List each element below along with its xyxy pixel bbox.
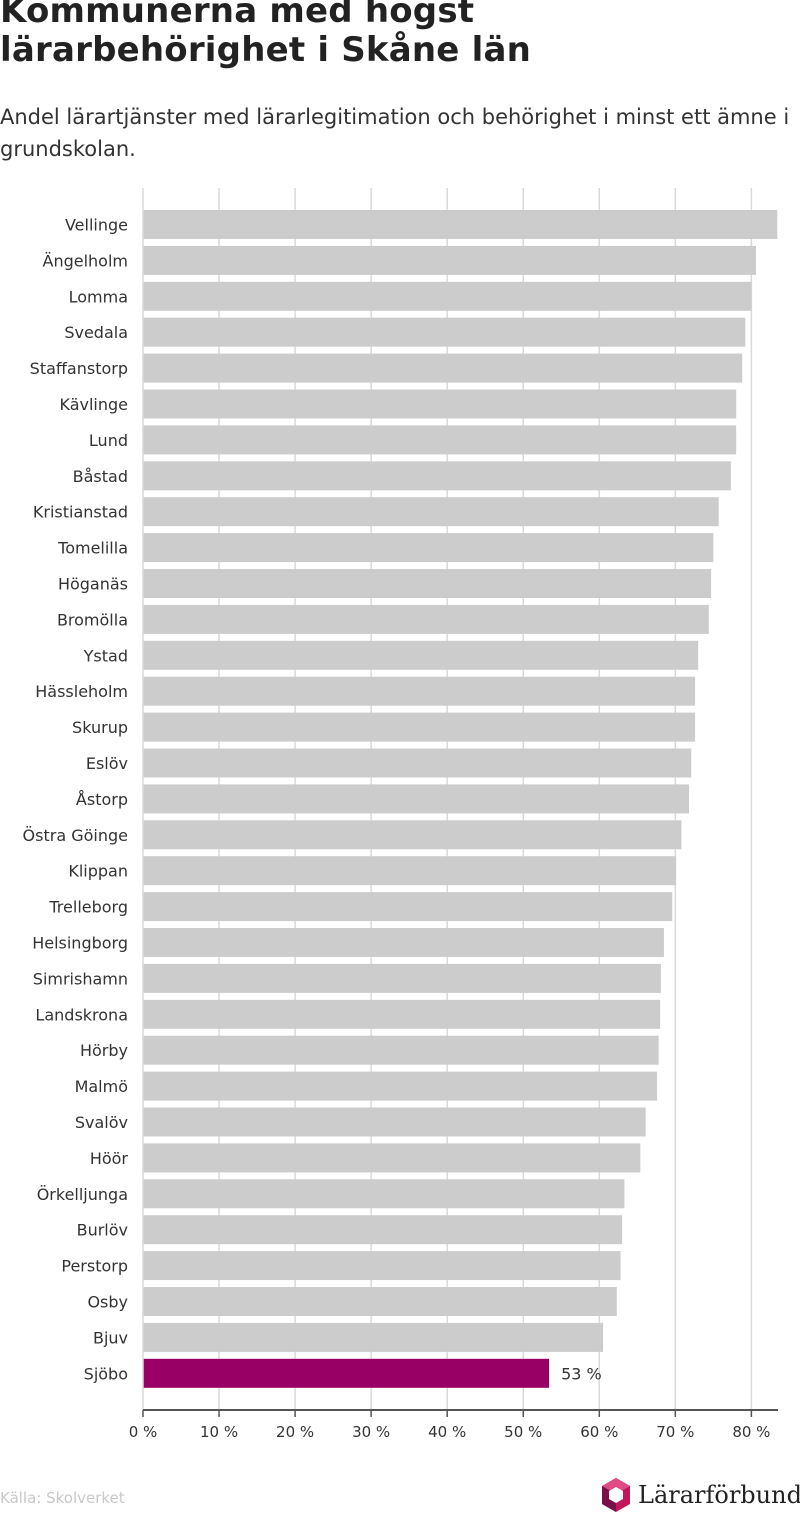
category-label: Lomma bbox=[69, 287, 128, 306]
category-label: Osby bbox=[87, 1293, 128, 1312]
category-label: Hässleholm bbox=[35, 682, 128, 701]
category-label: Svedala bbox=[64, 323, 128, 342]
category-label: Höganäs bbox=[58, 575, 128, 594]
x-tick-label: 50 % bbox=[504, 1423, 542, 1441]
bar-örkelljunga[interactable] bbox=[143, 1179, 625, 1209]
logo-text: Lärarförbundet bbox=[638, 1481, 800, 1509]
chart-subtitle: Andel lärartjänster med lärarlegitimatio… bbox=[0, 105, 790, 161]
category-label: Kristianstad bbox=[33, 503, 128, 522]
x-tick-label: 70 % bbox=[656, 1423, 694, 1441]
hexagon-logo-icon bbox=[602, 1478, 630, 1512]
category-label: Staffanstorp bbox=[30, 359, 128, 378]
bar-sjöbo[interactable] bbox=[143, 1358, 550, 1388]
x-tick-label: 40 % bbox=[428, 1423, 466, 1441]
bar-burlöv[interactable] bbox=[143, 1215, 623, 1245]
x-tick-label: 80 % bbox=[732, 1423, 770, 1441]
category-label: Lund bbox=[89, 431, 128, 450]
x-axis: 0 % 10 % 20 % 30 % 40 % 50 % 60 % 70 % 80 % bbox=[129, 188, 778, 1441]
category-label: Bjuv bbox=[93, 1328, 128, 1347]
category-label: Landskrona bbox=[35, 1005, 128, 1024]
bar-bromölla[interactable] bbox=[143, 604, 709, 634]
bar-chart: Vellinge Ängelholm Lomma Svedala Staffanstor… bbox=[23, 188, 778, 1441]
bar-höganäs[interactable] bbox=[143, 569, 712, 598]
category-label: Kävlinge bbox=[59, 395, 128, 414]
category-label: Höör bbox=[90, 1149, 129, 1168]
bar-helsingborg[interactable] bbox=[143, 928, 664, 957]
bar-lund[interactable] bbox=[143, 425, 737, 455]
category-label: Båstad bbox=[73, 467, 128, 486]
category-label: Svalöv bbox=[75, 1113, 128, 1132]
category-label: Åstorp bbox=[76, 790, 128, 809]
category-label: Eslöv bbox=[86, 754, 128, 773]
bar-perstorp[interactable] bbox=[143, 1251, 621, 1281]
category-label: Ystad bbox=[83, 646, 128, 665]
source-note: Källa: Skolverket bbox=[0, 1489, 125, 1507]
chart-title: Kommunerna med högst lärarbehörighet i S… bbox=[0, 0, 531, 70]
bar-höör[interactable] bbox=[143, 1143, 641, 1173]
category-label: Malmö bbox=[75, 1077, 128, 1096]
category-label: Trelleborg bbox=[48, 898, 128, 917]
bar-simrishamn[interactable] bbox=[143, 963, 661, 993]
category-label: Klippan bbox=[68, 862, 128, 881]
bar-lomma[interactable] bbox=[143, 281, 752, 311]
bar-tomelilla[interactable] bbox=[143, 533, 714, 563]
bar-östra-göinge[interactable] bbox=[143, 820, 682, 850]
bar-hässleholm[interactable] bbox=[143, 676, 696, 706]
category-label: Örkelljunga bbox=[37, 1185, 128, 1204]
bar-malmö[interactable] bbox=[143, 1071, 658, 1101]
bars bbox=[143, 210, 778, 1388]
x-tick-label: 0 % bbox=[129, 1423, 158, 1441]
x-tick-label: 20 % bbox=[276, 1423, 314, 1441]
bar-skurup[interactable] bbox=[143, 712, 696, 742]
bar-bjuv[interactable] bbox=[143, 1322, 604, 1352]
category-label: Simrishamn bbox=[33, 969, 128, 988]
category-labels: Vellinge Ängelholm Lomma Svedala Staffanstor… bbox=[23, 216, 602, 1384]
category-label: Skurup bbox=[72, 718, 128, 737]
bar-klippan[interactable] bbox=[143, 856, 677, 886]
bar-kristianstad[interactable] bbox=[143, 497, 719, 527]
bar-kävlinge[interactable] bbox=[143, 389, 737, 419]
bar-osby[interactable] bbox=[143, 1287, 617, 1316]
bar-staffanstorp[interactable] bbox=[143, 353, 743, 383]
category-label: Vellinge bbox=[65, 216, 128, 235]
bar-ystad[interactable] bbox=[143, 640, 699, 670]
category-label: Bromölla bbox=[57, 610, 128, 629]
category-label: Helsingborg bbox=[32, 934, 128, 953]
bar-trelleborg[interactable] bbox=[143, 892, 673, 922]
category-label: Östra Göinge bbox=[23, 826, 128, 845]
bar-båstad[interactable] bbox=[143, 461, 731, 491]
bar-landskrona[interactable] bbox=[143, 999, 661, 1029]
category-label: Hörby bbox=[80, 1041, 128, 1060]
x-tick-label: 10 % bbox=[200, 1423, 238, 1441]
bar-eslöv[interactable] bbox=[143, 748, 692, 778]
bar-vellinge[interactable] bbox=[143, 210, 778, 239]
lararforbundet-logo[interactable]: Lärarförbundet bbox=[600, 1476, 800, 1514]
category-label: Burlöv bbox=[77, 1221, 128, 1240]
category-label: Tomelilla bbox=[57, 539, 128, 558]
bar-åstorp[interactable] bbox=[143, 784, 690, 814]
x-tick-label: 60 % bbox=[580, 1423, 618, 1441]
category-label: Ängelholm bbox=[43, 251, 129, 270]
bar-svalöv[interactable] bbox=[143, 1107, 646, 1137]
category-label: Perstorp bbox=[61, 1257, 128, 1276]
data-label: 53 % bbox=[561, 1364, 602, 1383]
x-tick-label: 30 % bbox=[352, 1423, 390, 1441]
bar-svedala[interactable] bbox=[143, 317, 746, 347]
category-label: Sjöbo bbox=[84, 1364, 128, 1383]
bar-ängelholm[interactable] bbox=[143, 245, 756, 275]
bar-hörby[interactable] bbox=[143, 1035, 659, 1065]
